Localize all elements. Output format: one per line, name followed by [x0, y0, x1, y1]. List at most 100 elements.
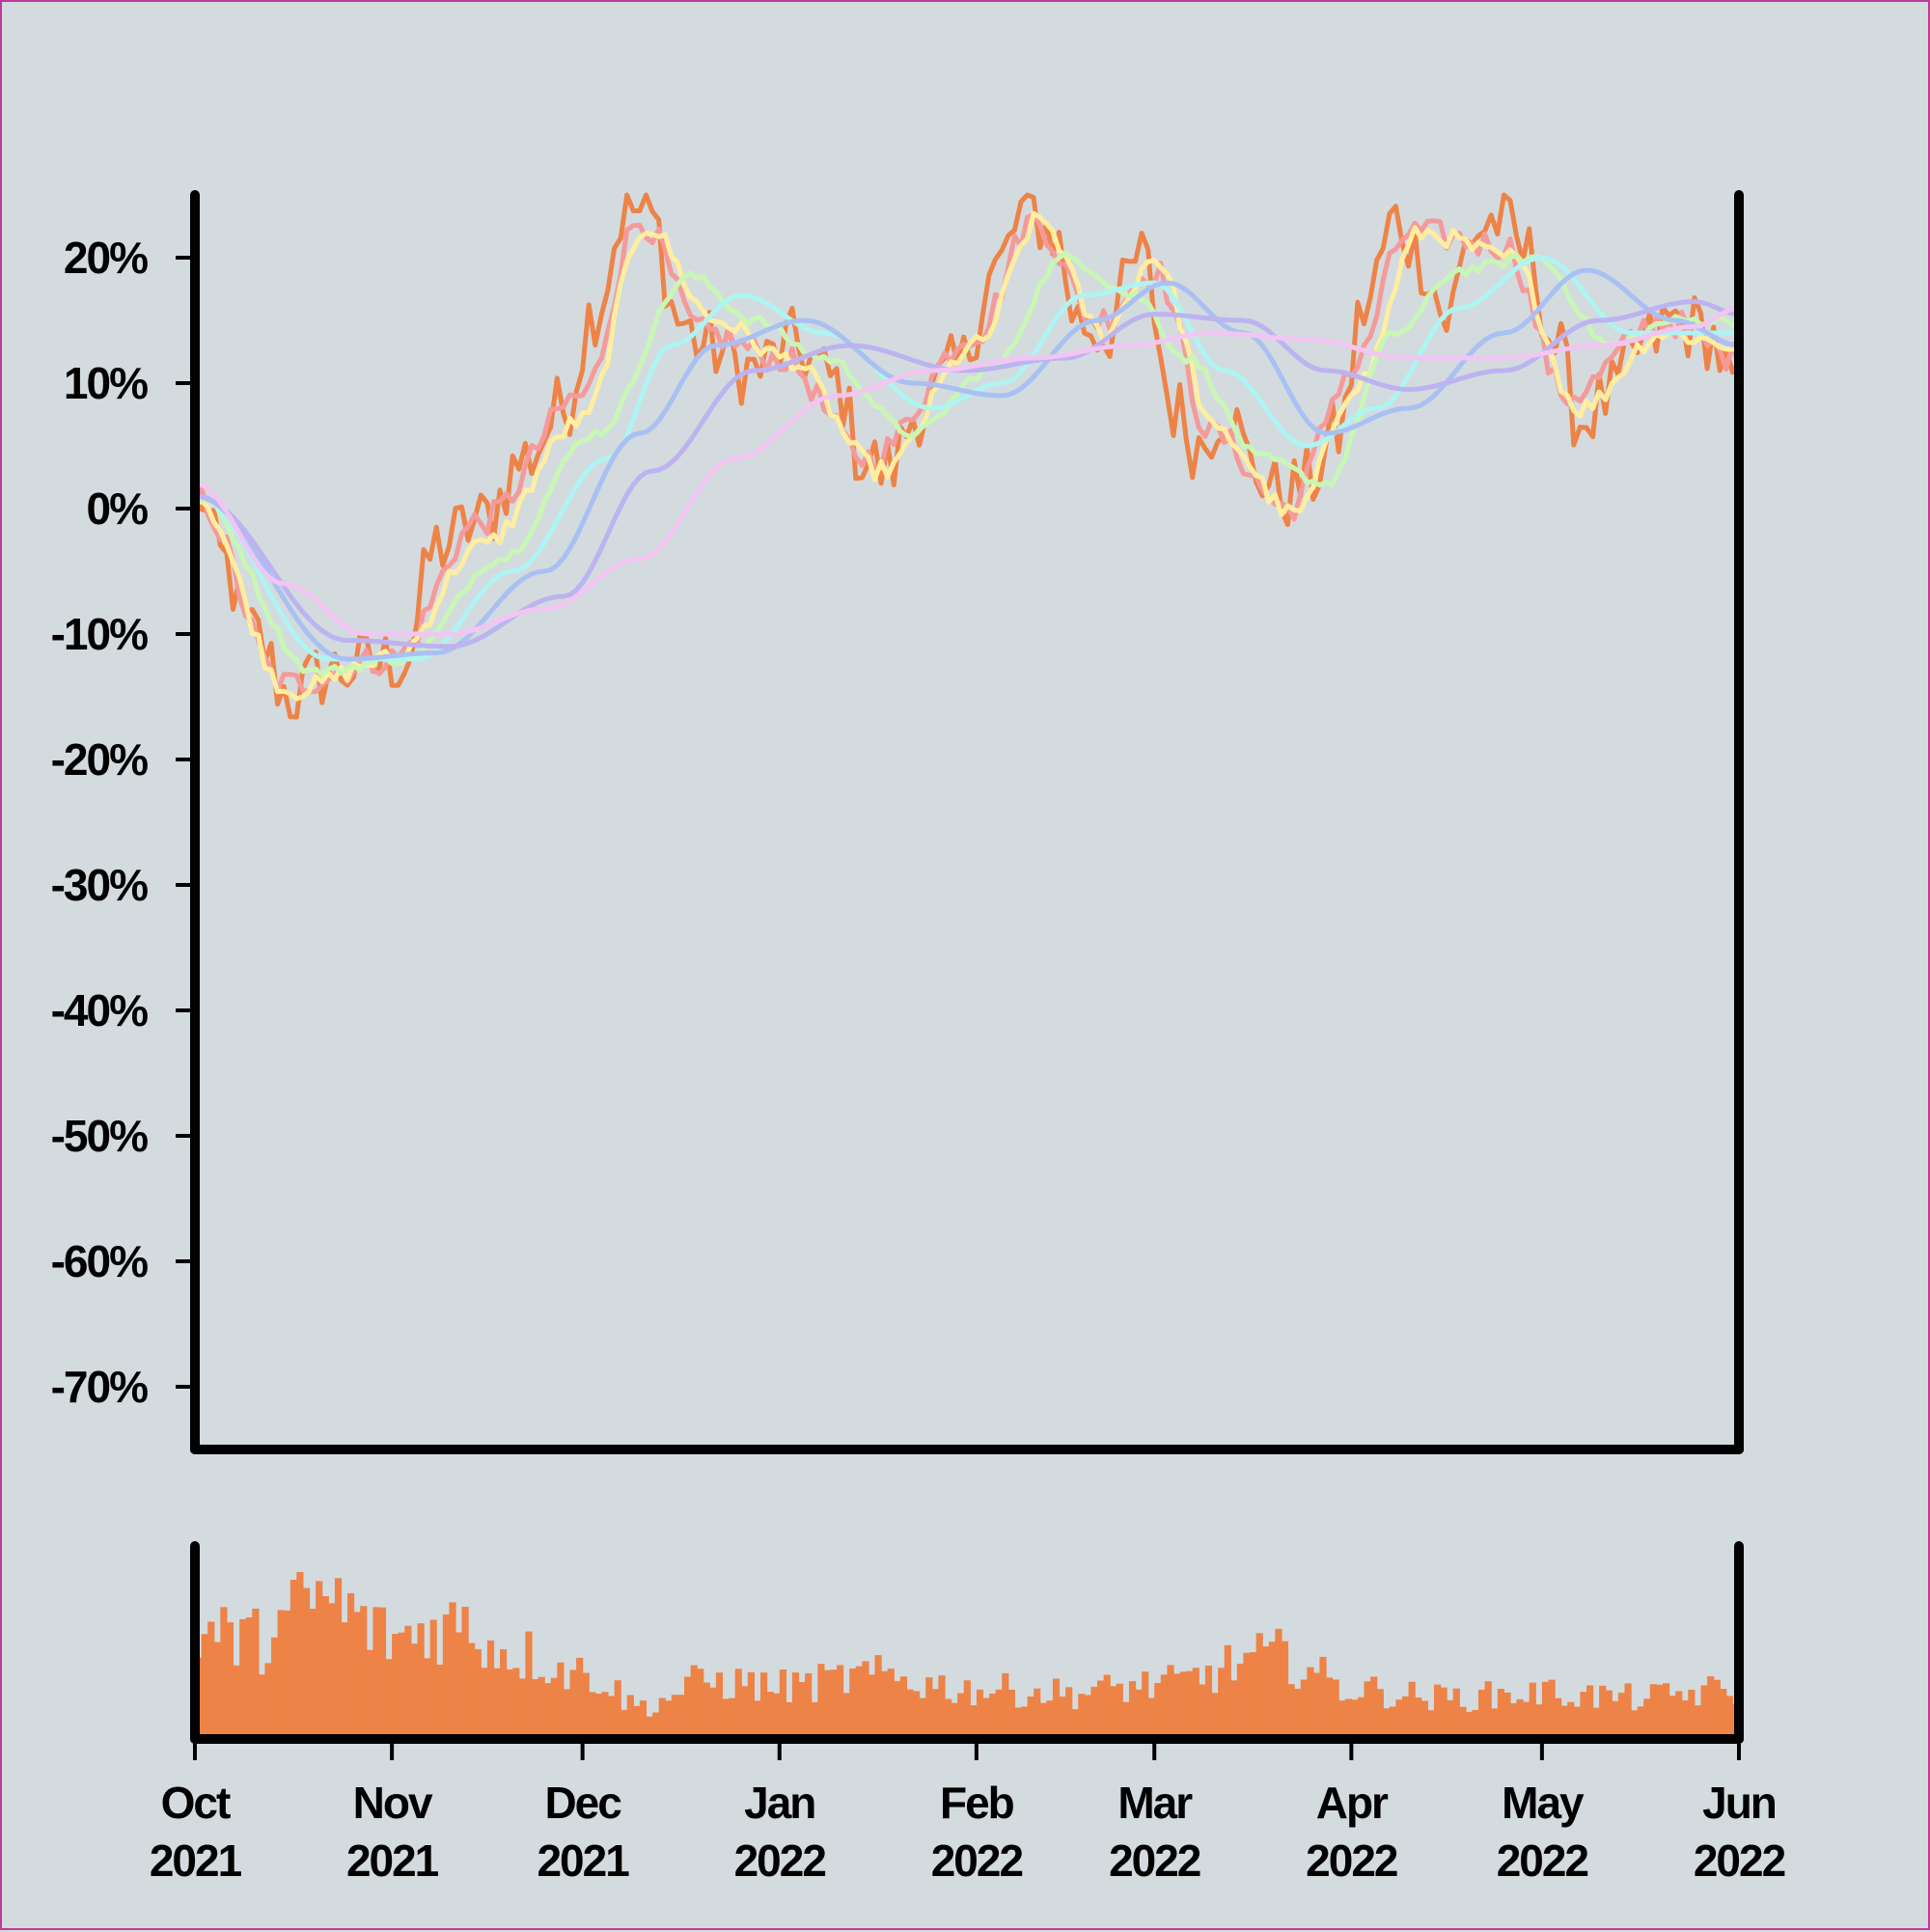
- volume-bar: [474, 1648, 482, 1739]
- volume-bar: [385, 1659, 393, 1739]
- price-axes: [190, 190, 1744, 1454]
- volume-bar: [213, 1642, 221, 1739]
- volume-bar: [633, 1705, 641, 1739]
- volume-bar: [931, 1689, 939, 1739]
- volume-bar: [1656, 1684, 1664, 1739]
- volume-bar: [1357, 1697, 1365, 1739]
- volume-bar: [1643, 1698, 1651, 1739]
- volume-bar: [899, 1676, 908, 1739]
- volume-bar: [1173, 1673, 1181, 1739]
- volume-axes: [190, 1541, 1744, 1744]
- y-axis-ticks: 20% 10% 0% -10% -20% -30% -40% -50% -60% -70%: [51, 233, 195, 1412]
- volume-bar: [913, 1691, 921, 1739]
- volume-bar: [1548, 1679, 1556, 1739]
- volume-bar: [1510, 1703, 1518, 1739]
- volume-bar: [1326, 1677, 1334, 1739]
- volume-bar: [919, 1697, 926, 1739]
- volume-bar: [938, 1675, 946, 1739]
- x-tick-label-year: 2022: [1497, 1835, 1588, 1886]
- volume-bar: [486, 1640, 495, 1739]
- volume-bar: [334, 1578, 343, 1739]
- volume-bar: [226, 1622, 234, 1739]
- volume-bar: [620, 1709, 628, 1739]
- volume-bar: [1617, 1693, 1626, 1739]
- volume-bar: [207, 1621, 215, 1739]
- volume-bar: [1300, 1679, 1308, 1739]
- volume-bar: [544, 1683, 552, 1739]
- volume-bar: [715, 1672, 724, 1739]
- volume-bar: [855, 1666, 863, 1739]
- volume-bar: [608, 1696, 616, 1739]
- volume-bar: [1503, 1692, 1511, 1739]
- volume-bar: [1211, 1693, 1219, 1739]
- moving-average-line-4: [194, 255, 1739, 662]
- volume-bar: [1084, 1695, 1091, 1739]
- volume-panel: [190, 1541, 1744, 1744]
- volume-bar: [1497, 1689, 1504, 1739]
- volume-bar: [862, 1661, 869, 1739]
- volume-bar: [525, 1631, 533, 1739]
- volume-bar: [398, 1632, 405, 1739]
- volume-bar: [1586, 1685, 1594, 1739]
- volume-bar: [1110, 1686, 1117, 1739]
- volume-bar: [1122, 1701, 1130, 1739]
- volume-bar: [1440, 1687, 1448, 1739]
- raw-price-line: [192, 192, 1742, 720]
- volume-bar: [1021, 1706, 1029, 1739]
- moving-average-line-2: [193, 210, 1741, 702]
- volume-bar: [690, 1665, 698, 1739]
- volume-bar: [817, 1664, 825, 1739]
- volume-bar: [1516, 1698, 1524, 1739]
- volume-bar: [1465, 1711, 1474, 1739]
- volume-bar: [779, 1670, 786, 1739]
- volume-bar: [271, 1637, 279, 1739]
- volume-bar: [1408, 1681, 1416, 1739]
- volume-bar: [837, 1665, 844, 1739]
- volume-bar: [665, 1700, 673, 1739]
- x-tick-label-month: Jun: [1702, 1778, 1776, 1828]
- y-tick-label: -10%: [51, 609, 148, 659]
- volume-bar: [321, 1596, 329, 1739]
- moving-average-line-1: [193, 211, 1742, 695]
- volume-bar: [576, 1657, 584, 1739]
- y-tick-label: -70%: [51, 1362, 148, 1412]
- volume-bar: [1167, 1665, 1174, 1739]
- volume-bar: [1580, 1692, 1587, 1739]
- y-tick-label: -50%: [51, 1111, 148, 1161]
- volume-bar: [1243, 1652, 1251, 1739]
- volume-bar: [1560, 1705, 1568, 1739]
- volume-bar: [1529, 1682, 1536, 1739]
- volume-bar: [601, 1692, 609, 1739]
- volume-bar: [1059, 1697, 1066, 1739]
- volume-bar: [347, 1592, 355, 1739]
- volume-bar: [1192, 1668, 1199, 1739]
- x-tick-label-year: 2022: [1306, 1835, 1397, 1886]
- volume-bar: [1294, 1689, 1302, 1739]
- volume-bar: [468, 1642, 476, 1739]
- volume-bar: [1364, 1681, 1371, 1739]
- x-tick-label-month: Oct: [161, 1778, 231, 1828]
- volume-bar: [1713, 1679, 1721, 1739]
- volume-bar: [874, 1655, 882, 1739]
- volume-bar: [1065, 1687, 1073, 1739]
- volume-bar: [995, 1689, 1003, 1739]
- volume-bar: [284, 1610, 291, 1739]
- volume-bar: [786, 1701, 793, 1739]
- volume-bar: [532, 1679, 539, 1739]
- volume-bar: [1116, 1683, 1123, 1739]
- volume-bar: [1204, 1666, 1213, 1739]
- volume-bar: [302, 1587, 311, 1739]
- volume-bar: [1675, 1691, 1683, 1739]
- volume-bars: [195, 1572, 1740, 1739]
- volume-bar: [1230, 1680, 1238, 1739]
- volume-bar: [512, 1668, 520, 1739]
- volume-bar: [639, 1700, 648, 1739]
- volume-bar: [1250, 1652, 1257, 1739]
- volume-bar: [1002, 1672, 1009, 1739]
- volume-bar: [328, 1603, 336, 1739]
- volume-bar: [245, 1617, 253, 1739]
- volume-bar: [264, 1663, 272, 1739]
- volume-bar: [1218, 1668, 1226, 1739]
- volume-bar: [366, 1649, 373, 1739]
